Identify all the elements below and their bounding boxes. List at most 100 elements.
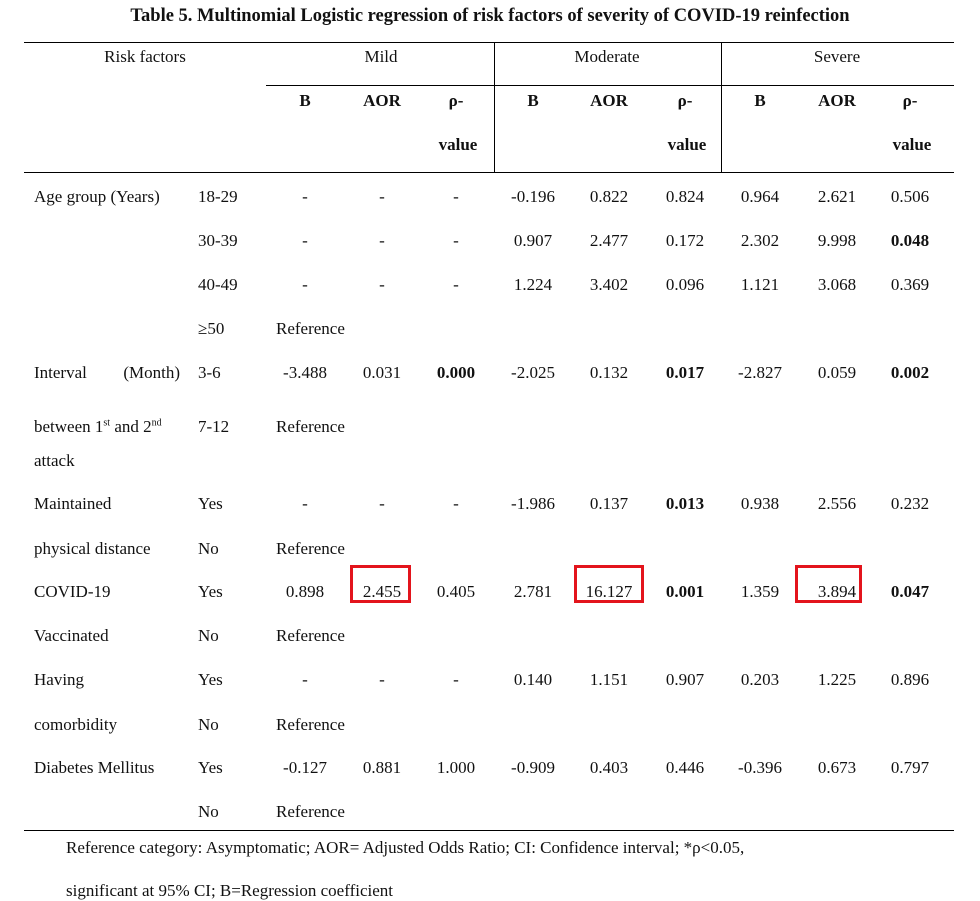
table-cell: 0.001 xyxy=(665,582,705,601)
table-cell: -2.827 xyxy=(738,363,782,382)
table-cell: - xyxy=(379,275,385,294)
table-cell: - xyxy=(453,670,459,689)
table-cell: -0.196 xyxy=(511,187,555,206)
table-cell: 0.506 xyxy=(890,187,930,206)
row-category: No xyxy=(198,539,219,558)
header-moderate: Moderate xyxy=(574,47,640,66)
table-cell: 0.403 xyxy=(589,758,629,777)
row-label: Diabetes Mellitus xyxy=(34,758,155,777)
table-cell: 2.302 xyxy=(740,231,780,250)
subheader-aor-mild: AOR xyxy=(363,91,401,110)
subheader-p-severe: ρ- xyxy=(902,91,918,110)
table-cell: - xyxy=(379,231,385,250)
row-category: Yes xyxy=(198,758,223,777)
table-cell: 0.172 xyxy=(665,231,705,250)
table-cell: - xyxy=(302,670,308,689)
header-divider-moderate-severe xyxy=(721,42,722,172)
reference-cell: Reference xyxy=(276,802,345,821)
subheader-p-mild: ρ- xyxy=(448,91,464,110)
table-cell: - xyxy=(453,494,459,513)
reference-cell: Reference xyxy=(276,715,345,734)
subheader-b-severe: B xyxy=(754,91,766,110)
table-cell: - xyxy=(302,275,308,294)
table-cell: 0.822 xyxy=(589,187,629,206)
table-cell: -0.127 xyxy=(283,758,327,777)
subheader-value-mild: value xyxy=(438,135,478,154)
table-cell: 0.140 xyxy=(513,670,553,689)
table-cell: 0.369 xyxy=(890,275,930,294)
table-cell: - xyxy=(302,231,308,250)
row-category: 3-6 xyxy=(198,363,221,382)
subheader-value-severe: value xyxy=(892,135,932,154)
table-cell: 1.151 xyxy=(589,670,629,689)
row-label: COVID-19 xyxy=(34,582,111,601)
table-cell: 3.894 xyxy=(817,582,857,601)
row-label: Having xyxy=(34,670,85,689)
table-cell: 0.048 xyxy=(890,231,930,250)
row-category: 7-12 xyxy=(198,417,230,436)
row-label: Age group (Years) xyxy=(34,187,160,206)
group-underline xyxy=(266,85,954,86)
table-cell: 0.031 xyxy=(362,363,402,382)
table-cell: - xyxy=(379,494,385,513)
row-label: physical distance xyxy=(34,539,151,558)
header-risk-factors: Risk factors xyxy=(104,47,186,66)
table-cell: - xyxy=(379,187,385,206)
subheader-value-moderate: value xyxy=(667,135,707,154)
table-cell: - xyxy=(302,187,308,206)
table-cell: 0.898 xyxy=(285,582,325,601)
row-label: Maintained xyxy=(34,494,112,513)
table-cell: 1.359 xyxy=(740,582,780,601)
row-label: between 1st and 2nd xyxy=(34,417,162,436)
table-cell: 3.068 xyxy=(817,275,857,294)
row-category: 18-29 xyxy=(198,187,238,206)
table-cell: 2.621 xyxy=(817,187,857,206)
highlight-box-moderate-aor xyxy=(574,565,644,603)
table-cell: 0.203 xyxy=(740,670,780,689)
row-label: attack xyxy=(34,451,75,470)
subheader-b-mild: B xyxy=(299,91,311,110)
reference-cell: Reference xyxy=(276,319,345,338)
table-cell: 0.797 xyxy=(890,758,930,777)
subheader-b-moderate: B xyxy=(527,91,539,110)
row-category: No xyxy=(198,715,219,734)
table-cell: 0.907 xyxy=(665,670,705,689)
table-cell: 0.907 xyxy=(513,231,553,250)
header-bottom-rule xyxy=(24,172,954,173)
table-cell: - xyxy=(302,494,308,513)
subheader-p-moderate: ρ- xyxy=(677,91,693,110)
table-cell: - xyxy=(453,187,459,206)
row-category: 40-49 xyxy=(198,275,238,294)
table-cell: 0.881 xyxy=(362,758,402,777)
table-cell: 0.047 xyxy=(890,582,930,601)
table-cell: 0.405 xyxy=(436,582,476,601)
table-cell: 1.225 xyxy=(817,670,857,689)
row-label: Vaccinated xyxy=(34,626,109,645)
header-divider-mild-moderate xyxy=(494,42,495,172)
row-category: No xyxy=(198,802,219,821)
table-cell: 0.000 xyxy=(436,363,476,382)
row-category: Yes xyxy=(198,494,223,513)
table-bottom-rule xyxy=(24,830,954,831)
table-cell: 0.013 xyxy=(665,494,705,513)
reference-cell: Reference xyxy=(276,539,345,558)
table-cell: 1.121 xyxy=(740,275,780,294)
table-cell: -0.909 xyxy=(511,758,555,777)
table-cell: 0.938 xyxy=(740,494,780,513)
table-cell: 0.446 xyxy=(665,758,705,777)
table-cell: 0.059 xyxy=(817,363,857,382)
table-cell: 0.673 xyxy=(817,758,857,777)
table-cell: - xyxy=(379,670,385,689)
table-cell: 0.002 xyxy=(890,363,930,382)
table-cell: 0.232 xyxy=(890,494,930,513)
row-category: ≥50 xyxy=(198,319,225,338)
row-category: Yes xyxy=(198,582,223,601)
table-cell: - xyxy=(453,231,459,250)
table-cell: -0.396 xyxy=(738,758,782,777)
highlight-box-mild-aor xyxy=(350,565,411,603)
table-cell: 0.137 xyxy=(589,494,629,513)
table-cell: 0.132 xyxy=(589,363,629,382)
table-top-rule xyxy=(24,42,954,43)
table-cell: 16.127 xyxy=(585,582,633,601)
table-cell: 1.000 xyxy=(436,758,476,777)
